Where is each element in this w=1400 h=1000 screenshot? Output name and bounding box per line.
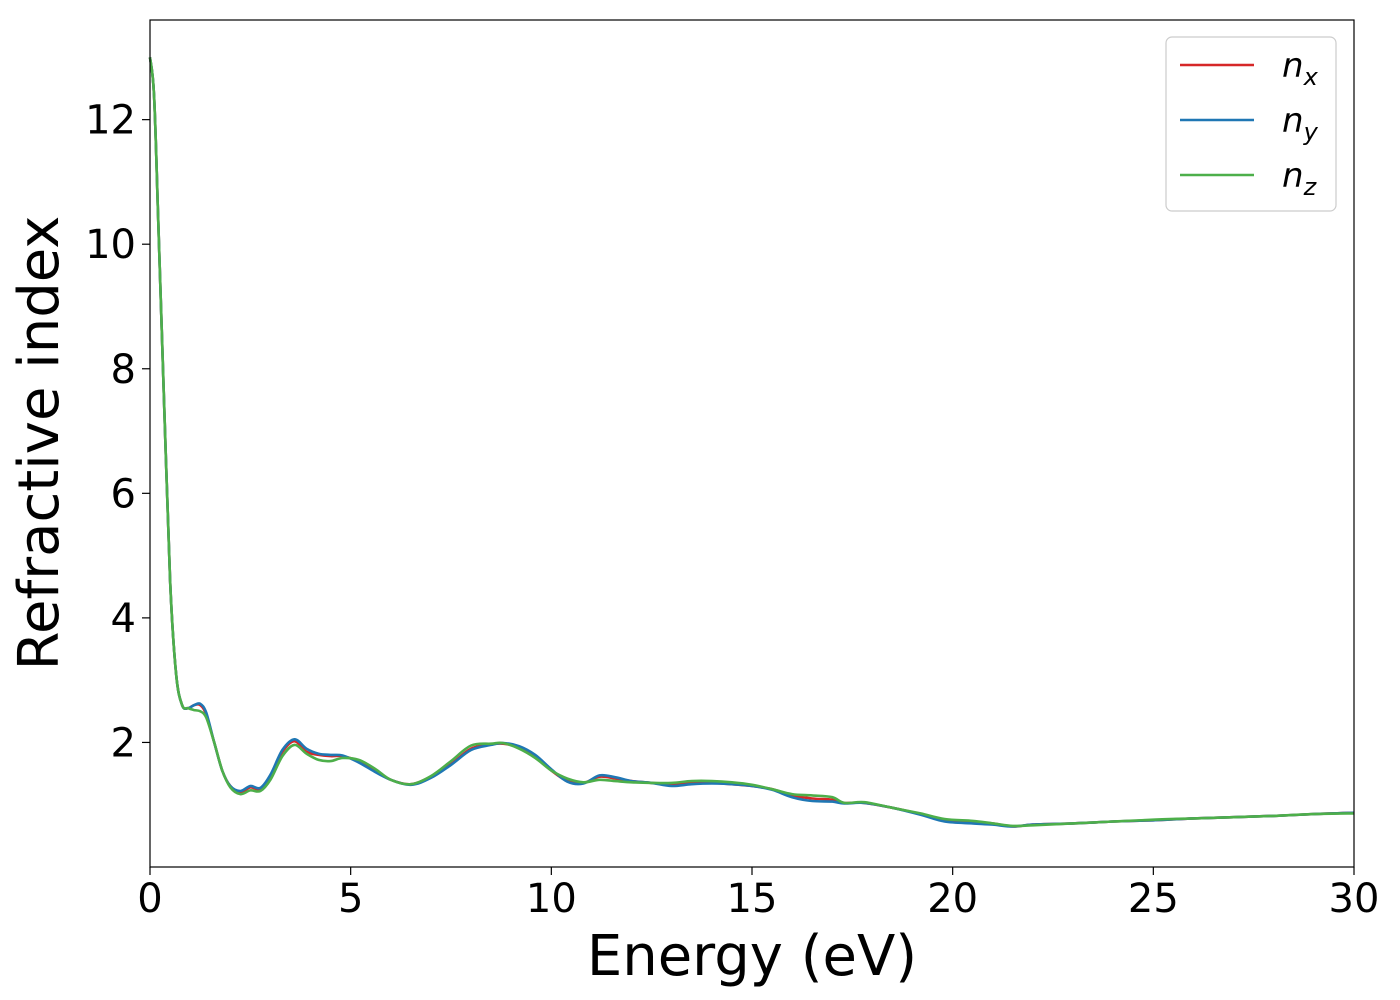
legend-box [1165, 36, 1337, 212]
plot-area [150, 20, 1354, 867]
plot-frame [149, 19, 1355, 868]
x-tick-label: 10 [526, 876, 577, 922]
legend-label-n-y: ny [1282, 101, 1319, 146]
x-tick-label: 20 [927, 876, 978, 922]
x-tick-label: 30 [1329, 876, 1380, 922]
x-tick-label: 5 [338, 876, 363, 922]
y-tick-label: 8 [111, 347, 136, 393]
series-layer [148, 57, 1355, 828]
series-line-n-y [148, 57, 1355, 828]
legend-entries: nx ny nz [1180, 46, 1319, 201]
x-tick-label: 0 [137, 876, 162, 922]
legend-label-n-z: nz [1282, 156, 1318, 201]
legend: nx ny nz [1165, 36, 1337, 212]
series-line-n-z [148, 57, 1355, 828]
y-tick-label: 2 [111, 720, 136, 766]
y-tick-label: 4 [111, 596, 136, 642]
y-tick-label: 6 [111, 471, 136, 517]
legend-label-n-x: nx [1282, 46, 1319, 91]
y-tick-label: 12 [85, 98, 136, 144]
y-axis-label: Refractive index [7, 216, 72, 671]
x-tick-label: 15 [727, 876, 778, 922]
x-tick-label: 25 [1128, 876, 1179, 922]
ticks-layer: 0 5 10 15 20 25 30 2 4 6 8 10 12 [85, 98, 1379, 922]
x-axis-label: Energy (eV) [587, 924, 917, 989]
y-tick-label: 10 [85, 222, 136, 268]
